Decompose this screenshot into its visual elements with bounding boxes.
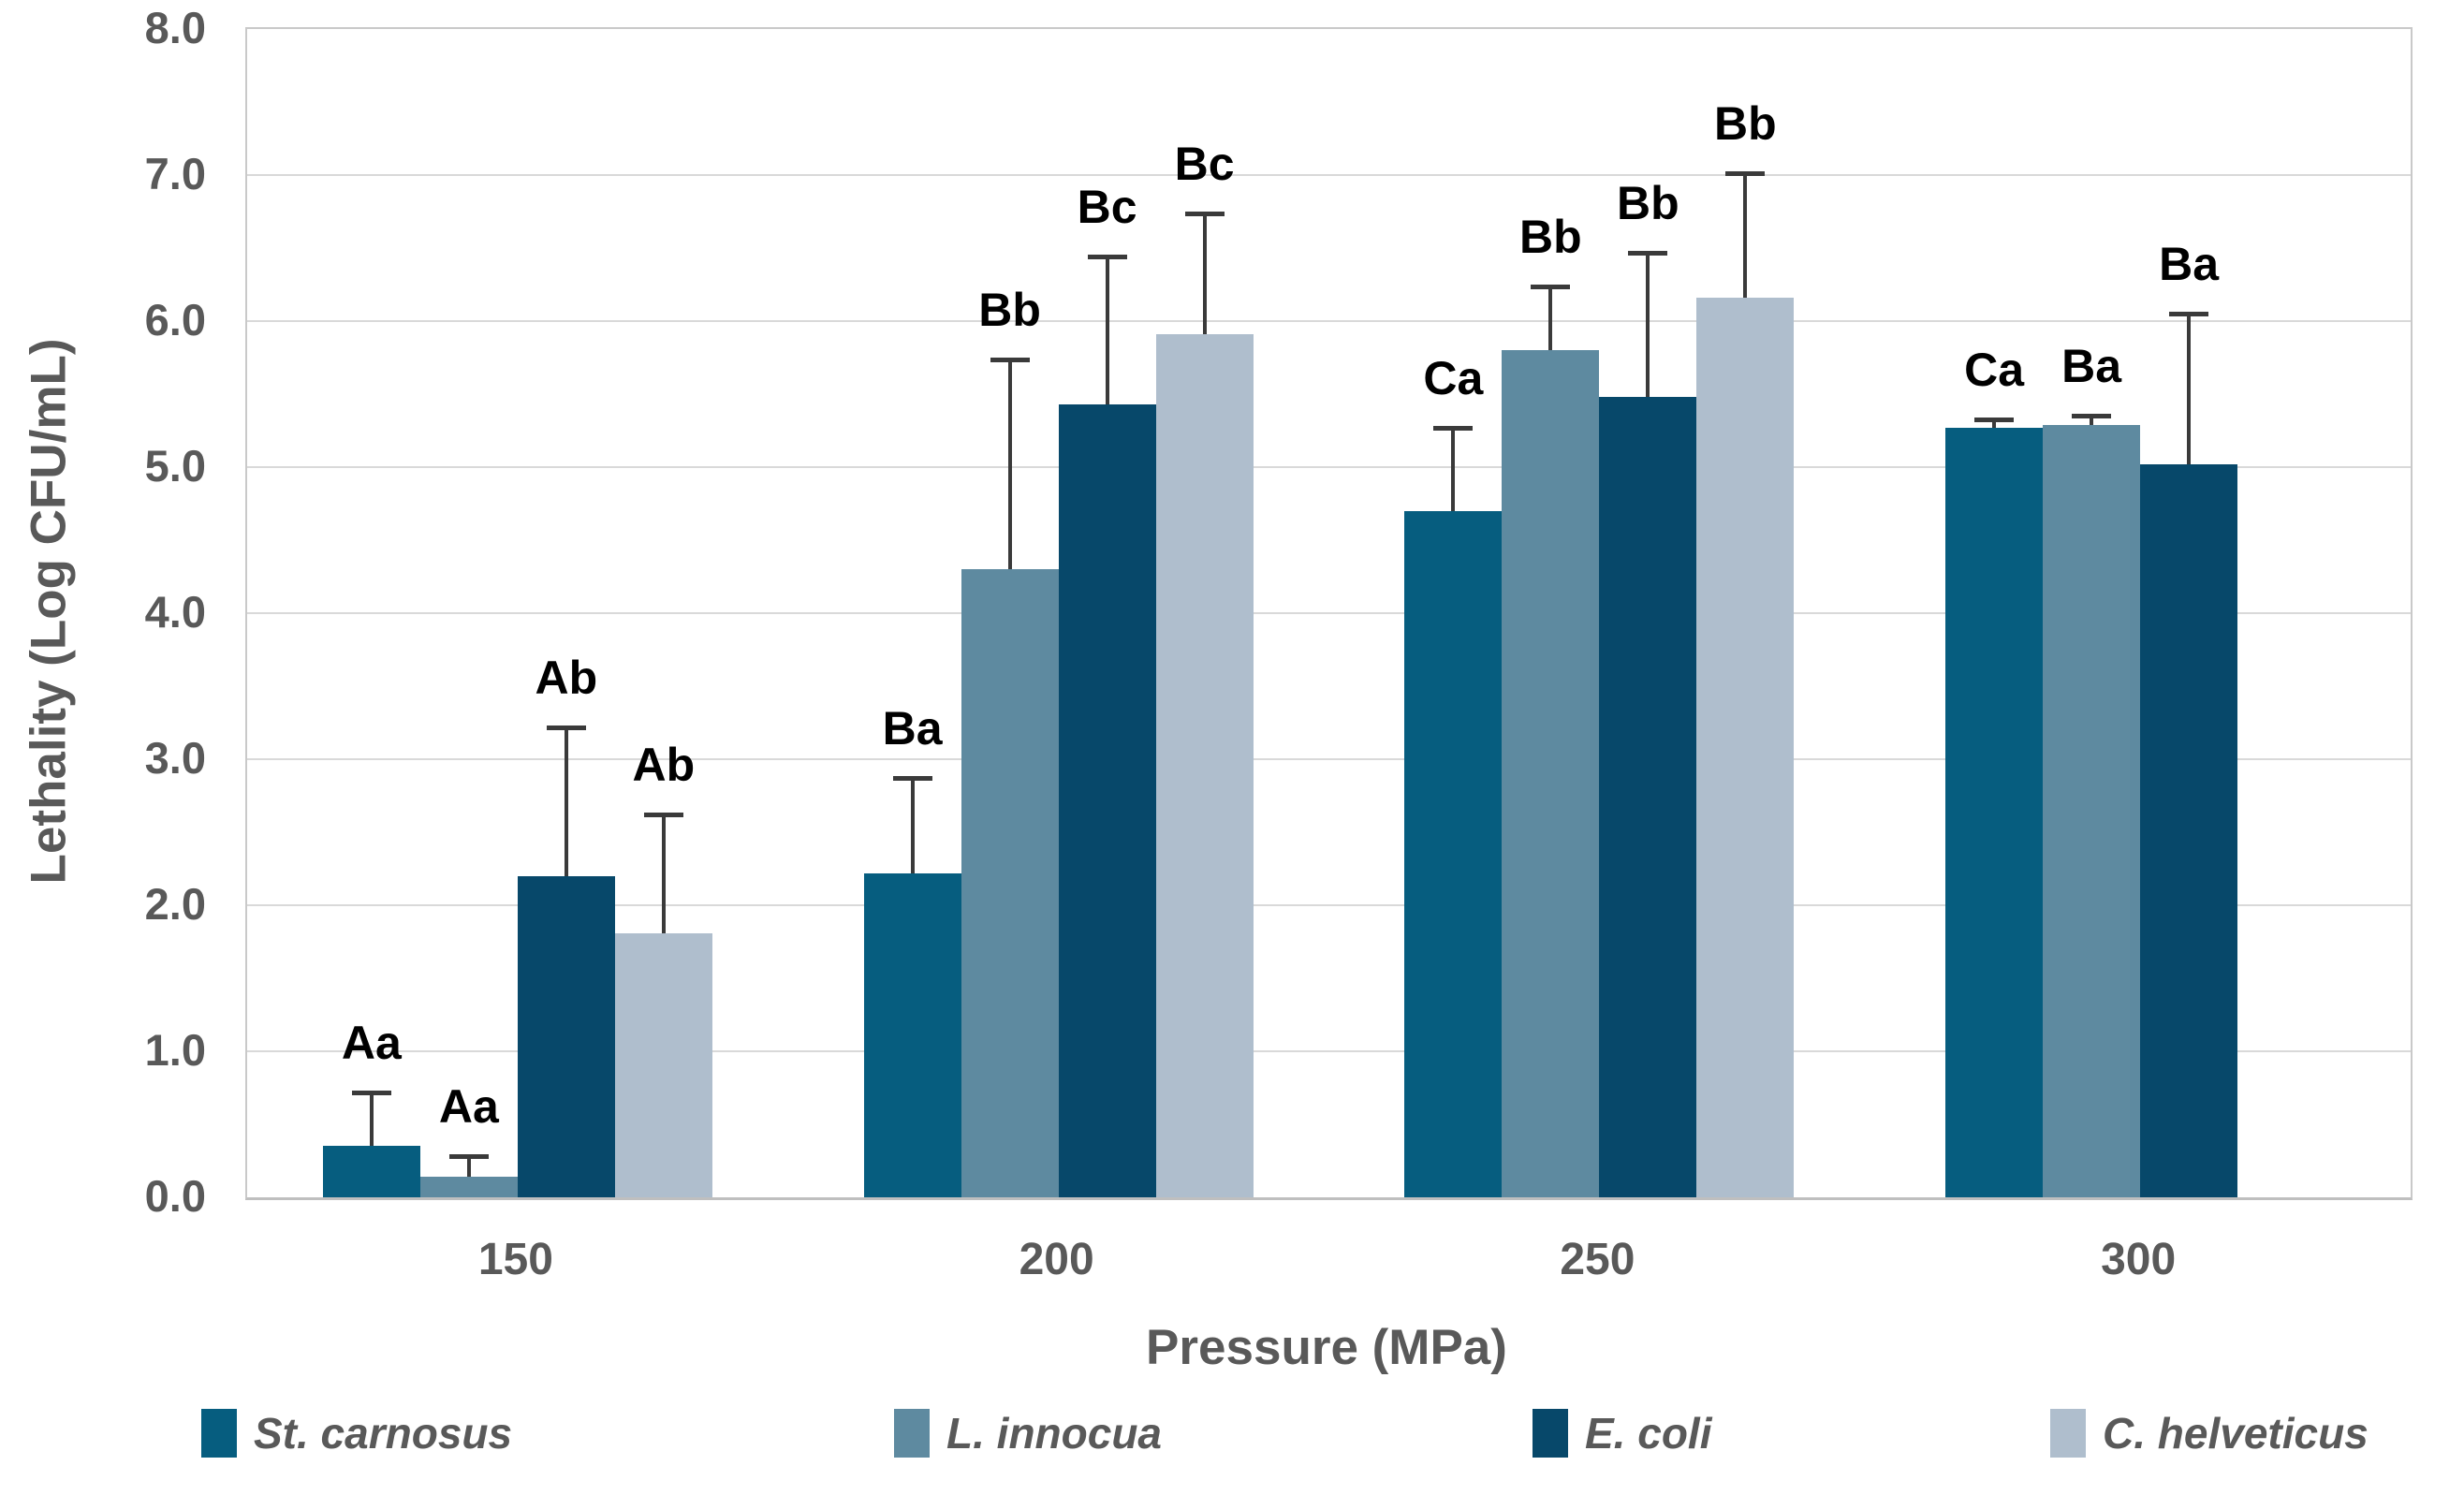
bar-150-st-carnosus xyxy=(322,1146,420,1197)
x-tick-200: 200 xyxy=(1019,1235,1094,1284)
error-bar-line xyxy=(1646,252,1650,398)
significance-label-250-Bb: Bb xyxy=(1714,97,1777,151)
error-bar-cap xyxy=(2169,312,2209,317)
error-bar-line xyxy=(910,778,915,873)
y-tick-1.0: 1.0 xyxy=(144,1025,206,1075)
gridline-5 xyxy=(247,466,2411,468)
legend-swatch-icon xyxy=(2050,1409,2086,1458)
significance-label-150-Ab: Ab xyxy=(632,739,696,792)
significance-label-250-Bb: Bb xyxy=(1617,176,1679,229)
legend-item-c-helveticus: C. helveticus xyxy=(2050,1409,2369,1458)
bar-200-e-coli xyxy=(1058,403,1156,1197)
significance-label-150-Ab: Ab xyxy=(535,651,598,704)
x-axis-title: Pressure (MPa) xyxy=(1146,1320,1507,1375)
y-tick-5.0: 5.0 xyxy=(144,441,206,491)
legend-label: St. carnosus xyxy=(254,1409,513,1458)
error-bar-line xyxy=(1548,286,1553,351)
error-bar-line xyxy=(1105,256,1109,404)
error-bar-line xyxy=(1992,418,1997,428)
gridline-3 xyxy=(247,758,2411,760)
y-tick-6.0: 6.0 xyxy=(144,295,206,344)
significance-label-300-Ba: Ba xyxy=(2159,238,2220,291)
error-bar-line xyxy=(1451,427,1456,511)
error-bar-cap xyxy=(1725,171,1766,177)
legend-swatch-icon xyxy=(1533,1409,1568,1458)
error-bar-line xyxy=(2187,314,2192,464)
bar-150-l-innocua xyxy=(419,1177,518,1197)
error-bar-line xyxy=(1743,173,1748,299)
significance-label-150-Aa: Aa xyxy=(438,1080,499,1134)
bar-250-e-coli xyxy=(1599,397,1697,1197)
x-tick-150: 150 xyxy=(477,1235,553,1284)
plot-area: Aa Aa Ab Ab Ba Bb Bc Bc Ca Bb Bb Bb Ca Ba Ba xyxy=(245,27,2413,1200)
gridline-1 xyxy=(247,1050,2411,1052)
bar-150-c-helveticus xyxy=(614,932,712,1197)
error-bar-cap xyxy=(990,357,1030,362)
x-tick-300: 300 xyxy=(2101,1235,2177,1284)
y-tick-4.0: 4.0 xyxy=(144,587,206,637)
significance-label-200-Bb: Bb xyxy=(978,283,1041,336)
error-bar-cap xyxy=(1184,211,1225,216)
error-bar-cap xyxy=(448,1154,489,1160)
gridline-6 xyxy=(247,320,2411,322)
significance-label-300-Ca: Ca xyxy=(1964,343,2025,396)
legend-swatch-icon xyxy=(894,1409,930,1458)
error-bar-cap xyxy=(351,1090,391,1095)
legend-swatch-icon xyxy=(201,1409,237,1458)
legend-item-l-innocua: L. innocua xyxy=(894,1409,1162,1458)
significance-label-200-Ba: Ba xyxy=(882,702,943,755)
error-bar-cap xyxy=(1531,284,1571,289)
y-tick-0.0: 0.0 xyxy=(144,1171,206,1221)
error-bar-cap xyxy=(1628,250,1668,256)
significance-label-200-Bc: Bc xyxy=(1174,137,1235,190)
bar-150-e-coli xyxy=(517,875,615,1197)
error-bar-cap xyxy=(643,813,683,818)
y-tick-8.0: 8.0 xyxy=(144,3,206,52)
error-bar-cap xyxy=(1087,255,1127,260)
significance-label-200-Bc: Bc xyxy=(1077,181,1137,234)
error-bar-cap xyxy=(546,725,586,730)
y-tick-7.0: 7.0 xyxy=(144,149,206,198)
error-bar-line xyxy=(564,726,568,876)
bar-300-st-carnosus xyxy=(1945,427,2044,1197)
y-tick-3.0: 3.0 xyxy=(144,733,206,783)
error-bar-cap xyxy=(892,776,932,782)
legend-label: L. innocua xyxy=(946,1409,1162,1458)
error-bar-cap xyxy=(1974,417,2015,422)
significance-label-250-Bb: Bb xyxy=(1519,210,1582,263)
bar-250-c-helveticus xyxy=(1696,298,1795,1197)
y-tick-2.0: 2.0 xyxy=(144,879,206,929)
gridline-4 xyxy=(247,612,2411,614)
bar-300-l-innocua xyxy=(2043,424,2141,1197)
error-bar-line xyxy=(2090,416,2094,425)
error-bar-cap xyxy=(1433,425,1474,431)
bar-200-l-innocua xyxy=(961,569,1059,1197)
bar-200-st-carnosus xyxy=(863,872,961,1197)
error-bar-line xyxy=(1202,213,1207,335)
significance-label-150-Aa: Aa xyxy=(341,1016,402,1069)
legend-item-st-carnosus: St. carnosus xyxy=(201,1409,512,1458)
legend-label: C. helveticus xyxy=(2103,1409,2369,1458)
bar-200-c-helveticus xyxy=(1155,334,1254,1197)
legend-item-e-coli: E. coli xyxy=(1533,1409,1711,1458)
significance-label-250-Ca: Ca xyxy=(1423,351,1484,404)
error-bar-cap xyxy=(2072,414,2112,419)
error-bar-line xyxy=(1007,359,1012,570)
significance-label-300-Ba: Ba xyxy=(2061,340,2122,393)
error-bar-line xyxy=(369,1092,374,1147)
legend-label: E. coli xyxy=(1585,1409,1712,1458)
error-bar-line xyxy=(466,1156,471,1178)
bar-250-l-innocua xyxy=(1502,350,1600,1197)
gridline-7 xyxy=(247,174,2411,176)
bar-300-e-coli xyxy=(2140,463,2238,1197)
gridline-2 xyxy=(247,904,2411,906)
error-bar-line xyxy=(661,814,666,933)
bar-250-st-carnosus xyxy=(1404,510,1503,1197)
x-tick-250: 250 xyxy=(1560,1235,1635,1284)
